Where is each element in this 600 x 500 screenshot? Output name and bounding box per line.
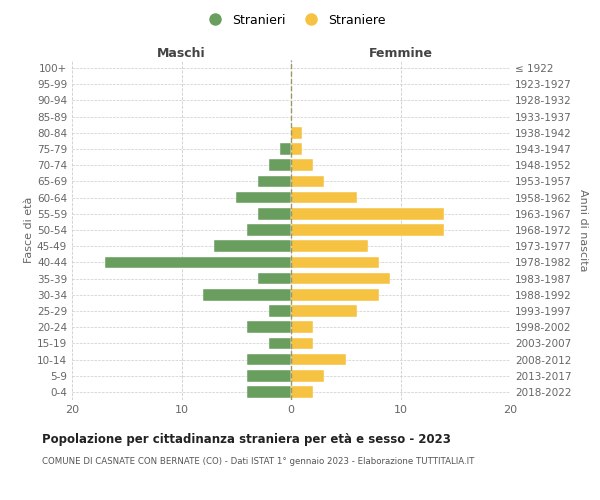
Bar bbox=[291, 256, 379, 268]
Bar bbox=[258, 176, 291, 188]
Bar bbox=[291, 160, 313, 171]
Bar bbox=[291, 272, 389, 284]
Bar bbox=[291, 192, 357, 203]
Bar bbox=[291, 354, 346, 366]
Y-axis label: Fasce di età: Fasce di età bbox=[24, 197, 34, 263]
Bar bbox=[291, 208, 445, 220]
Bar bbox=[291, 370, 324, 382]
Bar bbox=[291, 289, 379, 300]
Bar bbox=[247, 354, 291, 366]
Text: Popolazione per cittadinanza straniera per età e sesso - 2023: Popolazione per cittadinanza straniera p… bbox=[42, 432, 451, 446]
Bar bbox=[214, 240, 291, 252]
Bar bbox=[247, 386, 291, 398]
Bar bbox=[291, 338, 313, 349]
Bar bbox=[291, 127, 302, 138]
Bar bbox=[105, 256, 291, 268]
Bar bbox=[291, 143, 302, 155]
Bar bbox=[203, 289, 291, 300]
Bar bbox=[291, 322, 313, 333]
Bar bbox=[291, 224, 445, 236]
Legend: Stranieri, Straniere: Stranieri, Straniere bbox=[197, 8, 391, 32]
Bar bbox=[269, 305, 291, 317]
Bar bbox=[247, 322, 291, 333]
Bar bbox=[236, 192, 291, 203]
Bar bbox=[291, 305, 357, 317]
Bar bbox=[269, 338, 291, 349]
Bar bbox=[258, 208, 291, 220]
Text: Maschi: Maschi bbox=[157, 47, 206, 60]
Bar bbox=[291, 240, 368, 252]
Text: COMUNE DI CASNATE CON BERNATE (CO) - Dati ISTAT 1° gennaio 2023 - Elaborazione T: COMUNE DI CASNATE CON BERNATE (CO) - Dat… bbox=[42, 458, 475, 466]
Bar bbox=[291, 386, 313, 398]
Bar bbox=[280, 143, 291, 155]
Text: Femmine: Femmine bbox=[368, 47, 433, 60]
Bar bbox=[247, 224, 291, 236]
Y-axis label: Anni di nascita: Anni di nascita bbox=[578, 188, 588, 271]
Bar bbox=[247, 370, 291, 382]
Bar bbox=[258, 272, 291, 284]
Bar bbox=[291, 176, 324, 188]
Bar bbox=[269, 160, 291, 171]
